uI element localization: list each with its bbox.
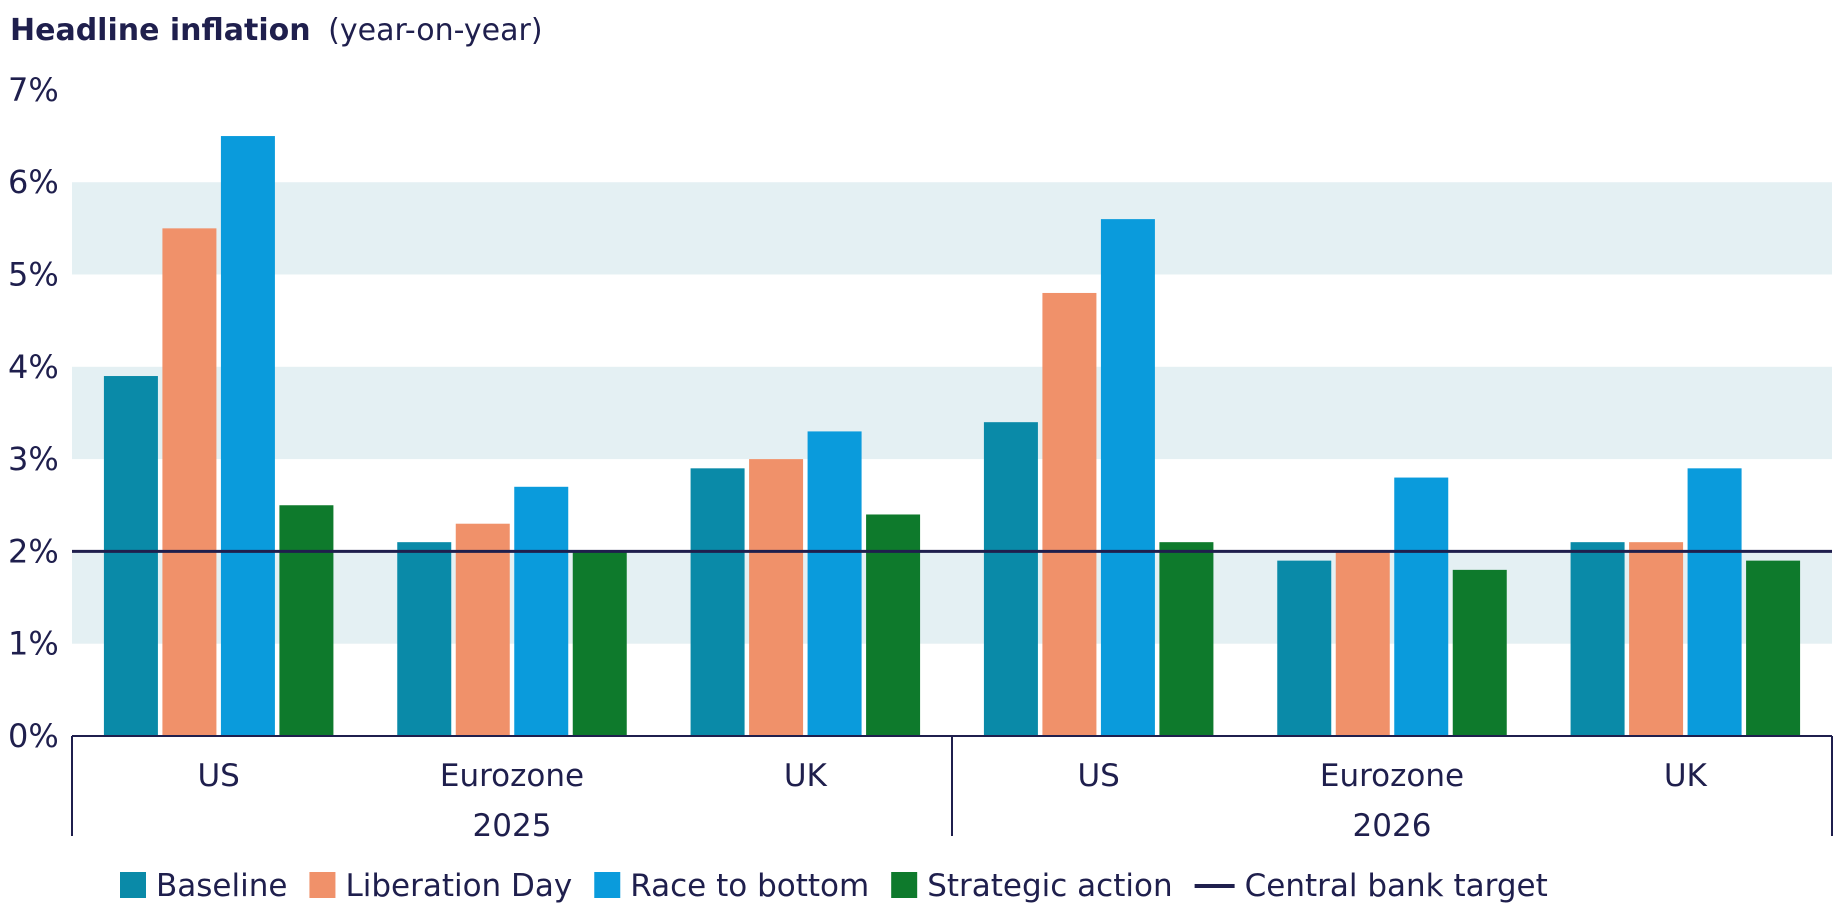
x-category-label: Eurozone	[1320, 758, 1464, 794]
y-tick-label: 0%	[8, 717, 59, 755]
legend-label: Baseline	[156, 868, 287, 904]
legend-swatch	[891, 872, 918, 898]
y-axis-ticks: 0% 1% 2% 3% 4% 5% 6% 7%	[8, 71, 59, 755]
bar	[690, 468, 745, 736]
bar	[103, 376, 158, 736]
x-axis: US Eurozone UK US Eurozone UK 2025 2026	[71, 735, 1833, 844]
legend-label: Strategic action	[927, 868, 1172, 904]
legend: Baseline Liberation Day Race to bottom Stra…	[120, 868, 1548, 904]
legend-swatch	[120, 872, 146, 898]
chart-title-main: Headline inflation	[10, 13, 311, 48]
bar	[162, 228, 217, 736]
bar	[1394, 477, 1449, 736]
bar	[866, 514, 921, 736]
bar	[279, 505, 334, 736]
bar	[1159, 542, 1214, 736]
y-tick-label: 3%	[8, 440, 59, 478]
bar	[1687, 468, 1742, 736]
x-group-label: 2025	[473, 808, 552, 844]
bar	[1452, 569, 1507, 736]
bar	[455, 523, 510, 736]
bar	[983, 422, 1038, 736]
grid-band	[72, 182, 1832, 275]
bar	[1629, 542, 1684, 736]
legend-swatch	[594, 872, 621, 898]
bar	[1277, 560, 1332, 736]
grid-band	[72, 551, 1832, 644]
x-category-label: UK	[1664, 758, 1708, 794]
y-tick-label: 4%	[8, 348, 59, 386]
y-tick-label: 2%	[8, 532, 59, 570]
bar	[1746, 560, 1801, 736]
bar	[1100, 219, 1155, 736]
x-category-label: US	[1077, 758, 1119, 794]
legend-label: Liberation Day	[345, 868, 572, 904]
legend-swatch	[309, 872, 336, 898]
y-tick-label: 1%	[8, 625, 59, 663]
grid-bands	[72, 182, 1832, 644]
bar	[220, 136, 275, 737]
legend-label: Race to bottom	[630, 868, 869, 904]
x-group-label: 2026	[1353, 808, 1432, 844]
bar	[572, 551, 627, 736]
x-category-label: UK	[784, 758, 828, 794]
y-tick-label: 5%	[8, 256, 59, 294]
bar	[1570, 542, 1625, 736]
legend-label: Central bank target	[1245, 868, 1548, 904]
bar	[807, 431, 862, 736]
bar	[749, 459, 804, 736]
x-category-label: Eurozone	[440, 758, 584, 794]
chart-title: Headline inflation (year-on-year)	[10, 13, 543, 48]
y-tick-label: 6%	[8, 163, 59, 201]
chart-subtitle: (year-on-year)	[328, 13, 542, 48]
bar	[514, 486, 569, 736]
bar	[1335, 551, 1390, 736]
bars	[103, 136, 1801, 737]
bar	[397, 542, 452, 736]
grid-band	[72, 366, 1832, 460]
y-tick-label: 7%	[8, 71, 59, 109]
bar	[1042, 292, 1097, 736]
x-category-label: US	[197, 758, 239, 794]
